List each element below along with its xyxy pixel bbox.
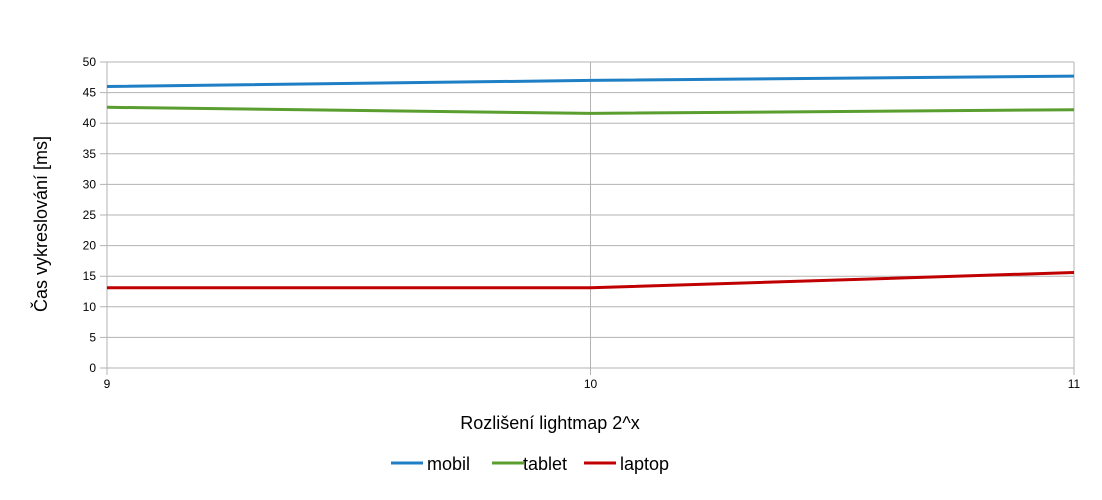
legend-label-tablet: tablet [523, 454, 567, 474]
grid-lines [100, 61, 1075, 375]
legend-label-laptop: laptop [620, 454, 669, 474]
series-line-tablet [106, 105, 1075, 115]
y-axis-title: Čas vykreslování [ms] [30, 136, 51, 312]
series-lines [106, 74, 1075, 290]
x-tick-label: 11 [1068, 377, 1081, 391]
series-line-laptop [107, 271, 1075, 290]
legend: mobil tablet laptop [391, 454, 669, 474]
y-tick-label: 50 [83, 55, 97, 69]
y-tick-label: 0 [89, 361, 96, 375]
x-tick-label: 9 [104, 377, 111, 391]
y-tick-label: 20 [83, 239, 97, 253]
y-tick-label: 40 [83, 116, 97, 130]
series-line-mobil [106, 74, 1075, 88]
y-axis-ticks: 0 5 10 15 20 25 30 35 40 45 50 [83, 55, 97, 375]
x-axis-title: Rozlišení lightmap 2^x [460, 413, 640, 433]
x-axis-ticks: 9 10 11 [104, 377, 1081, 391]
y-tick-label: 15 [83, 269, 97, 283]
y-tick-label: 10 [83, 300, 97, 314]
y-tick-label: 45 [83, 86, 97, 100]
y-tick-label: 35 [83, 147, 97, 161]
x-tick-label: 10 [584, 377, 598, 391]
legend-label-mobil: mobil [427, 454, 470, 474]
y-tick-label: 30 [83, 177, 97, 191]
y-tick-label: 5 [89, 330, 96, 344]
y-tick-label: 25 [83, 208, 97, 222]
